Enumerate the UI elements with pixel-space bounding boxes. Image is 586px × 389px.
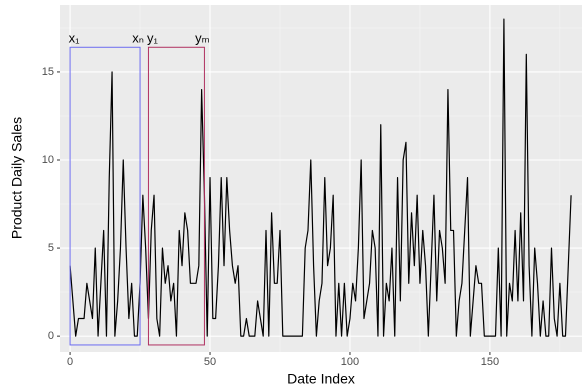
window-box: [147, 46, 205, 346]
window-start-label: x₁: [69, 31, 81, 46]
x-tick-label: 0: [67, 356, 73, 368]
window-start-label: y₁: [147, 31, 159, 46]
y-axis-title: Product Daily Sales: [9, 117, 25, 239]
y-tick-label: 0: [48, 330, 54, 342]
window-end-label: yₘ: [195, 31, 210, 46]
x-tick-label: 50: [204, 356, 216, 368]
y-tick-label: 10: [42, 154, 54, 166]
x-tick-label: 100: [341, 356, 359, 368]
series-line: [69, 18, 572, 337]
x-tick-label: 150: [481, 356, 499, 368]
y-tick-label: 15: [42, 66, 54, 78]
window-end-label: xₙ: [132, 31, 144, 46]
x-axis-title: Date Index: [287, 371, 355, 387]
window-box: [69, 46, 141, 346]
y-tick-label: 5: [48, 242, 54, 254]
